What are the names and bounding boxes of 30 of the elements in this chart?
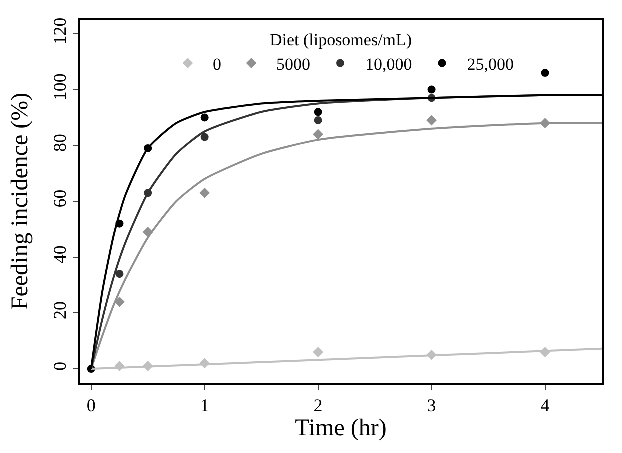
legend-label: 5000 [276,54,310,74]
y-tick-label: 40 [50,246,70,264]
point [116,270,124,278]
point [426,115,437,126]
x-tick-label: 1 [200,395,210,416]
y-tick-label: 80 [50,134,70,152]
y-tick-label: 120 [50,18,70,45]
y-tick-label: 60 [50,190,70,208]
legend-label: 10,000 [366,54,412,74]
point [314,116,322,125]
point [313,129,324,140]
x-tick-label: 3 [427,395,436,416]
point [200,133,209,142]
legend-title: Diet (liposomes/mL) [270,30,412,50]
x-axis-title: Time (hr) [295,415,387,442]
x-tick-label: 4 [540,395,550,416]
point [541,69,550,78]
point [200,188,210,198]
y-tick-label: 100 [50,74,70,101]
point [314,108,322,116]
point [200,114,209,122]
y-axis-title: Feeding incidence (%) [8,92,34,310]
x-tick-label: 2 [314,395,323,416]
y-tick-label: 20 [50,301,70,320]
legend-label: 25,000 [467,54,514,74]
y-tick-label: 0 [50,362,70,371]
point [428,86,436,94]
legend-label: 0 [213,54,222,74]
x-tick-label: 0 [86,395,96,416]
point [313,347,324,358]
